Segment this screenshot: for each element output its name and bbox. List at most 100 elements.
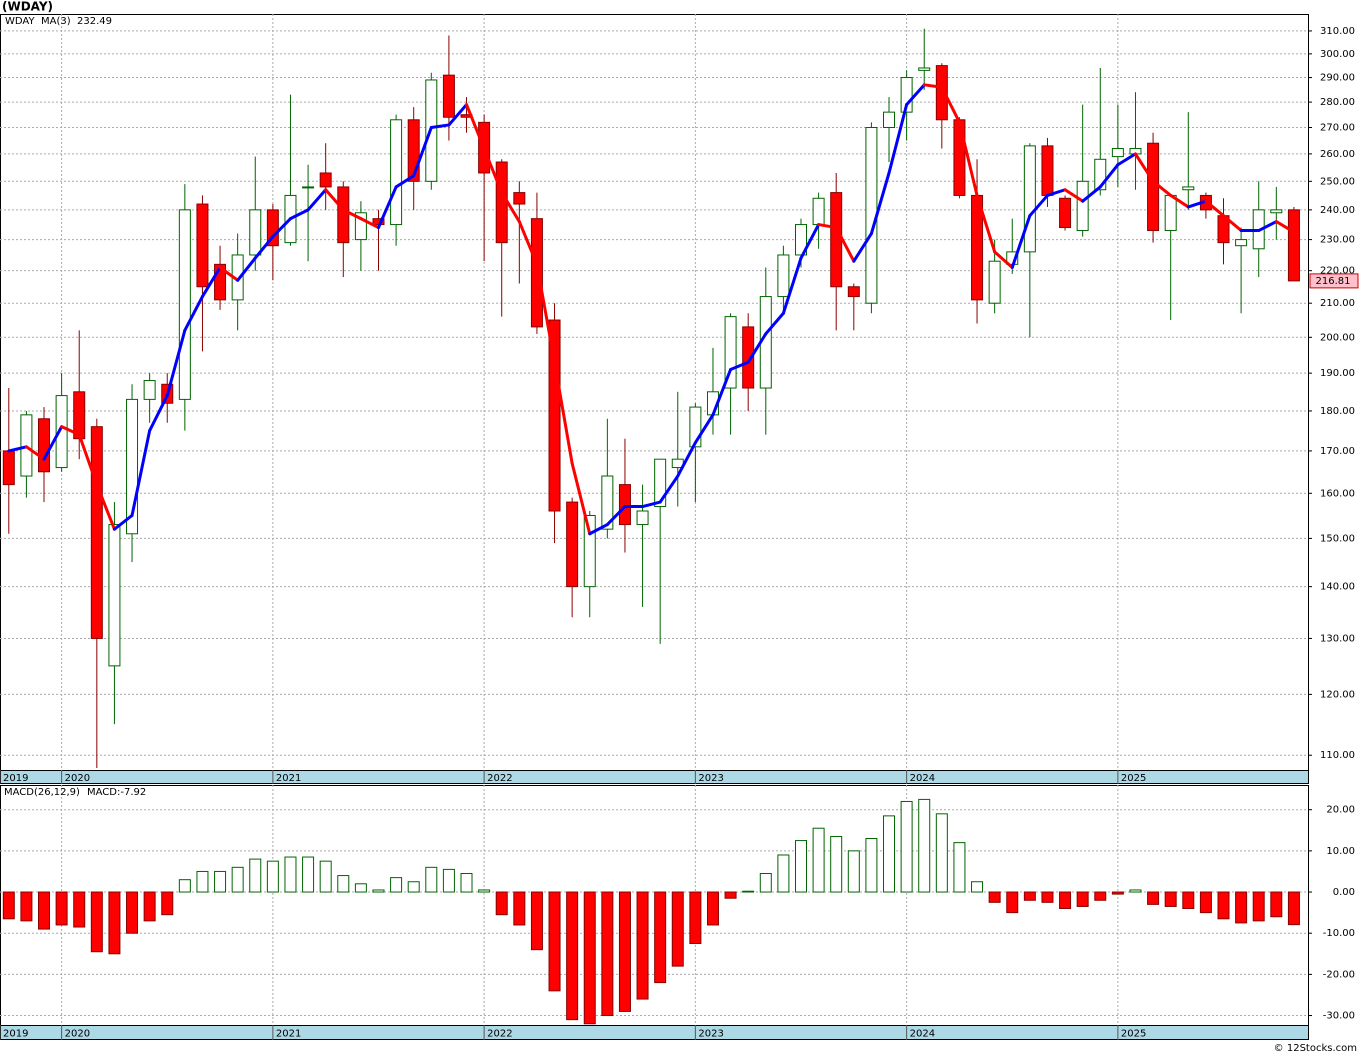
bar xyxy=(196,870,209,893)
ma-line xyxy=(993,250,1014,270)
bar xyxy=(1182,891,1195,909)
candle-body xyxy=(38,418,51,473)
ma-line xyxy=(1028,193,1049,218)
x-tick-label: 2019 xyxy=(3,773,28,784)
bar xyxy=(971,881,984,893)
ma-line xyxy=(429,123,451,130)
bar xyxy=(1041,891,1054,903)
ma-line xyxy=(1116,152,1137,167)
candle-body xyxy=(407,119,420,182)
bar xyxy=(724,891,737,899)
y-tick-label: 290.00 xyxy=(1320,73,1355,84)
candle-body xyxy=(1235,239,1248,247)
bar xyxy=(1076,891,1089,907)
bar xyxy=(1235,891,1248,924)
y-tick-label: 280.00 xyxy=(1320,97,1355,108)
y-tick-label: 140.00 xyxy=(1320,582,1355,593)
bar xyxy=(830,835,843,893)
bar xyxy=(1023,891,1036,901)
ma-line xyxy=(975,193,997,254)
bar xyxy=(38,891,51,930)
ma-line xyxy=(1133,152,1155,183)
legend-ma-value: 232.49 xyxy=(77,16,112,27)
y-tick-label: 180.00 xyxy=(1320,406,1355,417)
bar xyxy=(1199,891,1212,914)
ma-line xyxy=(1169,193,1190,209)
ma-line xyxy=(306,188,328,212)
legend-value: MACD:-7.92 xyxy=(87,787,146,798)
chart-title: (WDAY) xyxy=(2,0,53,14)
y-tick-label: 300.00 xyxy=(1320,49,1355,60)
candle-body xyxy=(249,209,262,256)
bar xyxy=(460,873,473,893)
y-tick-label: 250.00 xyxy=(1320,176,1355,187)
ma-line xyxy=(905,83,926,107)
bar xyxy=(777,854,790,893)
bar xyxy=(178,879,191,893)
candle-body xyxy=(883,111,896,129)
ma-line xyxy=(112,513,134,531)
candle-body xyxy=(302,186,315,189)
bar xyxy=(90,891,103,953)
candle-body xyxy=(337,186,350,244)
x-tick-label: 2021 xyxy=(276,773,301,784)
candle-body xyxy=(354,212,367,241)
bar xyxy=(407,881,420,893)
bar xyxy=(143,891,156,922)
bar xyxy=(671,891,684,967)
x-tick-label: 2023 xyxy=(698,1029,723,1040)
candle-body xyxy=(1287,209,1300,282)
bar xyxy=(1252,891,1265,922)
bar xyxy=(618,891,631,1012)
x-tick-label: 2022 xyxy=(487,1029,512,1040)
candle-body xyxy=(583,514,596,588)
candle-body xyxy=(1182,186,1195,191)
ma-line xyxy=(588,523,609,536)
ma-line xyxy=(799,223,821,260)
candle-body xyxy=(1076,180,1089,232)
candle-body xyxy=(1270,209,1283,214)
bar xyxy=(478,889,491,893)
ma-line xyxy=(42,425,64,461)
bar xyxy=(55,891,68,926)
bar xyxy=(425,866,438,893)
candle-body xyxy=(601,475,614,530)
ma-line xyxy=(1063,188,1085,203)
ma-line xyxy=(1204,199,1225,218)
bar xyxy=(161,891,174,916)
ma-line xyxy=(200,266,222,299)
ma-line xyxy=(236,256,257,282)
y-tick-label: 190.00 xyxy=(1320,368,1355,379)
candle-body xyxy=(442,74,455,118)
ma-line xyxy=(1010,214,1032,270)
candle-body xyxy=(214,263,227,301)
y-tick-label: 260.00 xyxy=(1320,149,1355,160)
ma-line xyxy=(324,188,345,212)
x-tick-label: 2020 xyxy=(65,1029,90,1040)
last-price-label: 216.81 xyxy=(1316,276,1351,287)
y-tick-label: -20.00 xyxy=(1323,969,1355,980)
y-tick-label: 120.00 xyxy=(1320,689,1355,700)
ma-line xyxy=(553,360,574,465)
bar xyxy=(953,842,966,893)
bar xyxy=(249,858,262,893)
bar xyxy=(548,891,561,992)
ma-line xyxy=(517,220,539,266)
y-tick-label: 170.00 xyxy=(1320,446,1355,457)
bar xyxy=(935,813,948,893)
x-tick-label: 2024 xyxy=(910,773,935,784)
bar xyxy=(1270,891,1283,918)
y-tick-label: 150.00 xyxy=(1320,533,1355,544)
y-tick-label: 10.00 xyxy=(1326,846,1355,857)
candle-body xyxy=(742,326,755,389)
bar xyxy=(1287,891,1300,926)
candle-body xyxy=(953,119,966,196)
x-axis-strip xyxy=(0,770,1309,784)
ma-line xyxy=(183,295,204,332)
ma-line xyxy=(253,235,275,260)
ma-line xyxy=(764,311,785,336)
candle-body xyxy=(847,286,860,298)
candle-body xyxy=(143,380,156,400)
bar xyxy=(319,860,332,893)
